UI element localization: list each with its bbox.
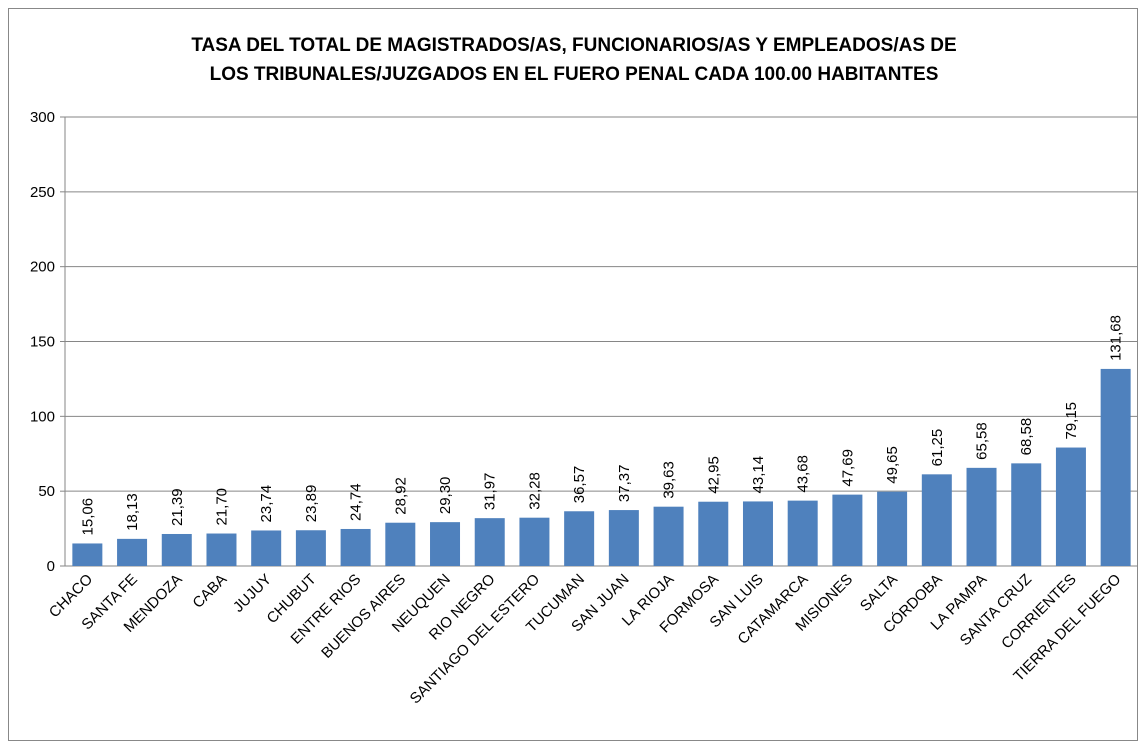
- bar: [206, 533, 237, 566]
- bar: [698, 501, 729, 566]
- value-label: 23,89: [303, 485, 320, 523]
- value-label: 79,15: [1063, 402, 1080, 440]
- bar: [385, 522, 416, 566]
- y-tick-label: 150: [30, 334, 55, 351]
- chart-border: [8, 8, 1138, 741]
- value-label: 43,68: [795, 455, 812, 493]
- y-tick-label: 50: [38, 483, 55, 500]
- value-label: 29,30: [437, 477, 454, 515]
- y-tick-label: 0: [47, 558, 55, 575]
- value-label: 32,28: [526, 472, 543, 510]
- y-tick-label: 250: [30, 184, 55, 201]
- value-label: 47,69: [839, 449, 856, 487]
- y-tick-label: 300: [30, 109, 55, 126]
- bar: [877, 491, 908, 566]
- y-tick-label: 200: [30, 259, 55, 276]
- bar: [474, 518, 505, 566]
- value-label: 28,92: [392, 477, 409, 515]
- bar: [340, 528, 371, 566]
- bar: [1011, 463, 1042, 566]
- value-label: 21,39: [169, 488, 186, 526]
- bar: [966, 467, 997, 566]
- bar: [295, 530, 326, 566]
- value-label: 61,25: [929, 429, 946, 467]
- value-label: 131,68: [1108, 315, 1125, 361]
- bar: [608, 510, 639, 566]
- bar: [251, 530, 282, 566]
- value-label: 68,58: [1018, 418, 1035, 456]
- value-label: 24,74: [348, 483, 365, 521]
- chart-title: TASA DEL TOTAL DE MAGISTRADOS/AS, FUNCIO…: [191, 35, 956, 56]
- bar: [161, 533, 192, 566]
- bar: [787, 500, 818, 566]
- bar: [117, 538, 148, 566]
- value-label: 23,74: [258, 485, 275, 523]
- value-label: 36,57: [571, 466, 588, 504]
- bar: [72, 543, 103, 566]
- bar: [921, 474, 952, 566]
- bar: [653, 506, 684, 566]
- bar: [742, 501, 773, 566]
- value-label: 43,14: [750, 456, 767, 494]
- value-label: 37,37: [616, 465, 633, 503]
- bar: [1055, 447, 1086, 566]
- bar: [564, 511, 595, 566]
- bar: [430, 522, 461, 566]
- chart-title: LOS TRIBUNALES/JUZGADOS EN EL FUERO PENA…: [210, 64, 939, 85]
- bar: [519, 517, 550, 566]
- value-label: 18,13: [124, 493, 141, 531]
- bar: [1100, 368, 1131, 566]
- value-label: 65,58: [974, 422, 991, 460]
- value-label: 39,63: [661, 461, 678, 499]
- y-tick-label: 100: [30, 408, 55, 425]
- value-label: 42,95: [705, 456, 722, 494]
- value-label: 15,06: [79, 498, 96, 536]
- value-label: 49,65: [884, 446, 901, 484]
- value-label: 21,70: [213, 488, 230, 526]
- bar: [832, 494, 863, 566]
- value-label: 31,97: [482, 473, 499, 511]
